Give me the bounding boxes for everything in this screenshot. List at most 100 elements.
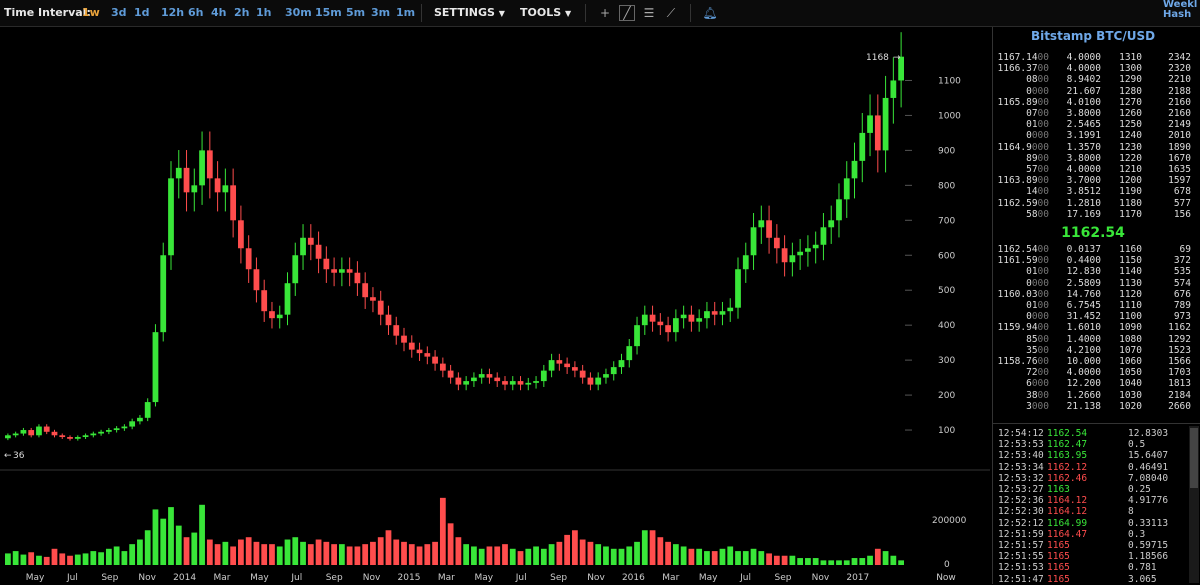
ask-row[interactable]: 0800 8.9402 1290 2210 <box>993 74 1200 85</box>
price-cell: 5700 <box>1026 164 1049 175</box>
bid-row[interactable]: 7200 4.0000 1050 1703 <box>993 367 1200 378</box>
ask-row[interactable]: 5700 4.0000 1210 1635 <box>993 164 1200 175</box>
ask-row[interactable]: 0000 21.607 1280 2188 <box>993 86 1200 97</box>
ask-row[interactable]: 1167.1400 4.0000 1310 2342 <box>993 52 1200 63</box>
level-cell: 1080 <box>1119 333 1142 345</box>
price-cell: 0100 <box>1026 300 1049 311</box>
amount-cell: 4.0000 <box>1066 52 1101 63</box>
ask-row[interactable]: 1162.5900 1.2810 1180 577 <box>993 198 1200 209</box>
bid-row[interactable]: 1161.5900 0.4400 1150 372 <box>993 255 1200 266</box>
volume-bar <box>657 537 664 565</box>
corner-panel-label[interactable]: Weekl Hash R <box>1163 0 1200 20</box>
interval-2h[interactable]: 2h <box>234 6 250 19</box>
orderbook-title: Bitstamp BTC/USD <box>1030 29 1156 43</box>
ask-row[interactable]: 0100 2.5465 1250 2149 <box>993 119 1200 130</box>
bid-row[interactable]: 0100 6.7545 1110 789 <box>993 300 1200 311</box>
bid-row[interactable]: 8500 1.4000 1080 1292 <box>993 334 1200 345</box>
candle-body <box>393 325 400 336</box>
bid-row[interactable]: 0100 12.830 1140 535 <box>993 266 1200 277</box>
price-axis: 100 200 300 400 500 600 700 800 900 1000 1100 <box>938 76 961 436</box>
candle-body <box>478 374 485 378</box>
ask-row[interactable]: 5800 17.169 1170 156 <box>993 209 1200 220</box>
level-cell: 1280 <box>1119 85 1142 97</box>
chevron-down-icon: ▼ <box>498 9 505 18</box>
interval-30m[interactable]: 30m <box>285 6 312 19</box>
bid-row[interactable]: 1159.9400 1.6010 1090 1162 <box>993 322 1200 333</box>
volume-bar <box>540 548 547 565</box>
price-cell: 1159.9400 <box>997 322 1050 334</box>
interval-15m[interactable]: 15m <box>315 6 342 19</box>
volume-bar <box>20 554 27 565</box>
volume-bar <box>105 548 112 565</box>
ask-row[interactable]: 0700 3.8000 1260 2160 <box>993 108 1200 119</box>
volume-bar <box>160 518 167 565</box>
horizontal-lines-icon[interactable]: ☰ <box>643 6 655 20</box>
interval-1m[interactable]: 1m <box>396 6 416 19</box>
amount-cell: 21.138 <box>1066 400 1101 412</box>
price-chart[interactable]: 100 200 300 400 500 600 700 800 900 1000 1100 May J… <box>0 27 990 584</box>
candle-body <box>540 370 547 382</box>
candle-body <box>82 435 89 438</box>
volume-bar <box>509 548 516 565</box>
level-cell: 1090 <box>1119 322 1142 334</box>
trade-history[interactable]: 12:54:12 1162.54 12.8303 12:53:53 1162.47 0.5… <box>993 423 1200 585</box>
chart-grid <box>905 79 912 431</box>
trade-row: 12:52:12 1164.99 0.33113 <box>993 518 1183 529</box>
bid-row[interactable]: 0000 31.452 1100 973 <box>993 311 1200 322</box>
interval-3d[interactable]: 3d <box>111 6 127 19</box>
volume-bar <box>315 539 322 565</box>
bid-row[interactable]: 1160.0300 14.760 1120 676 <box>993 289 1200 300</box>
bid-row[interactable]: 1158.7600 10.000 1060 1566 <box>993 356 1200 367</box>
settings-menu[interactable]: SETTINGS ▼ <box>434 6 505 19</box>
volume-bar <box>230 546 237 565</box>
ask-row[interactable]: 8900 3.8000 1220 1670 <box>993 153 1200 164</box>
tools-menu[interactable]: TOOLS ▼ <box>520 6 571 19</box>
bid-row[interactable]: 3800 1.2660 1030 2184 <box>993 390 1200 401</box>
volume-bar <box>556 541 563 565</box>
level-cell: 1100 <box>1119 311 1142 323</box>
ask-row[interactable]: 1165.8900 4.0100 1270 2160 <box>993 97 1200 108</box>
interval-4h[interactable]: 4h <box>211 6 227 19</box>
trade-amount: 15.6407 <box>1128 450 1169 462</box>
bid-row[interactable]: 3000 21.138 1020 2660 <box>993 401 1200 412</box>
candle-body <box>346 269 353 273</box>
fib-fan-icon[interactable]: ⟋ <box>666 6 676 20</box>
cumulative-cell: 2188 <box>1168 85 1191 97</box>
bell-icon[interactable]: 🔔︎ <box>702 6 718 20</box>
toolbar-divider <box>421 4 422 22</box>
interval-12h[interactable]: 12h <box>161 6 185 19</box>
trendline-icon[interactable]: ╱ <box>619 5 635 21</box>
trade-scrollbar[interactable] <box>1189 426 1199 583</box>
cumulative-cell: 1597 <box>1168 175 1191 187</box>
crosshair-icon[interactable]: + <box>599 6 611 20</box>
interval-6h[interactable]: 6h <box>188 6 204 19</box>
ask-row[interactable]: 1163.8900 3.7000 1200 1597 <box>993 175 1200 186</box>
bid-row[interactable]: 3500 4.2100 1070 1523 <box>993 345 1200 356</box>
ask-row[interactable]: 1166.3700 4.0000 1300 2320 <box>993 63 1200 74</box>
interval-5m[interactable]: 5m <box>346 6 366 19</box>
trade-amount: 0.33113 <box>1128 517 1169 529</box>
trade-time: 12:51:53 <box>998 562 1044 574</box>
trade-time: 12:53:53 <box>998 439 1044 451</box>
ask-row[interactable]: 1164.9000 1.3570 1230 1890 <box>993 142 1200 153</box>
ask-row[interactable]: 1400 3.8512 1190 678 <box>993 186 1200 197</box>
volume-bar <box>439 497 446 565</box>
candle-body <box>206 150 213 179</box>
candle-body <box>168 178 174 256</box>
interval-3m[interactable]: 3m <box>371 6 391 19</box>
candle-body <box>680 314 687 319</box>
ask-row[interactable]: 0000 3.1991 1240 2010 <box>993 130 1200 141</box>
volume-bar <box>618 548 625 565</box>
cumulative-cell: 676 <box>1173 288 1191 300</box>
interval-1w[interactable]: 1w <box>82 6 100 19</box>
candle-body <box>486 374 493 378</box>
interval-1h[interactable]: 1h <box>256 6 272 19</box>
candle-body <box>245 248 252 270</box>
bid-row[interactable]: 6000 12.200 1040 1813 <box>993 378 1200 389</box>
bid-row[interactable]: 1162.5400 0.0137 1160 69 <box>993 244 1200 255</box>
candle-body <box>882 97 889 151</box>
candle-body <box>51 431 58 436</box>
scrollbar-thumb[interactable] <box>1190 428 1198 488</box>
bid-row[interactable]: 0000 2.5809 1130 574 <box>993 278 1200 289</box>
interval-1d[interactable]: 1d <box>134 6 150 19</box>
